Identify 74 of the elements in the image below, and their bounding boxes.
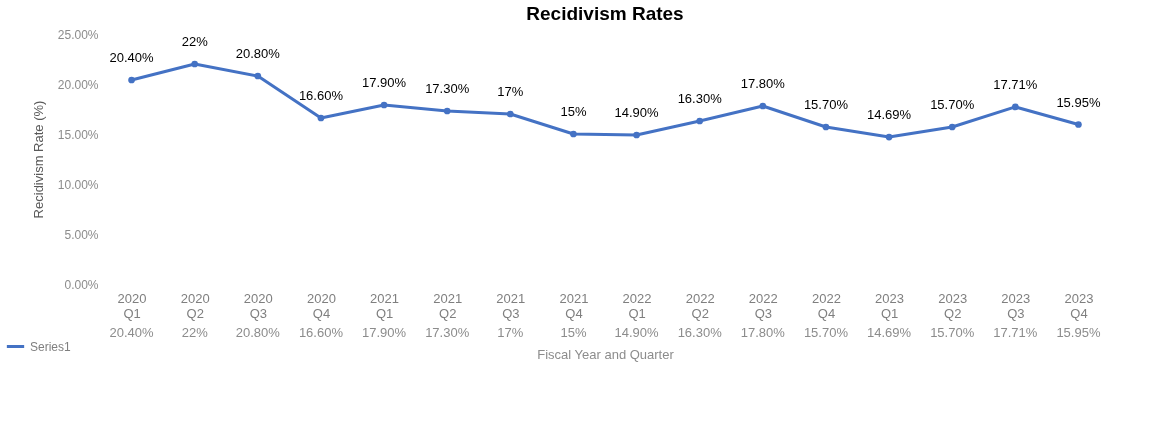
x-tick-label: 2021 Q2 xyxy=(433,290,463,321)
text: 14.69% xyxy=(867,107,912,123)
x-tick-label: 2023 Q3 xyxy=(1001,290,1031,321)
point xyxy=(443,107,451,115)
data-label: 15.95% xyxy=(1056,325,1101,340)
data-label: 14.69% xyxy=(867,325,912,340)
point xyxy=(885,133,893,141)
chart-title: Recidivism Rates xyxy=(526,3,684,24)
y-tick-label: 5.00% xyxy=(64,227,99,242)
data-label: 15.70% xyxy=(803,325,849,340)
x-tick-label: 2022 Q1 xyxy=(622,290,652,321)
x-tick-label: 2023 Q2 xyxy=(938,290,968,321)
data-label: 15.70% xyxy=(930,325,975,340)
text: 16.30% xyxy=(677,91,722,106)
point xyxy=(570,130,577,138)
text: 16.60% xyxy=(298,88,343,103)
text: 17% xyxy=(497,84,524,99)
data-label: 16.60% xyxy=(298,325,344,340)
x-tick-label: 2020 Q2 xyxy=(180,290,210,321)
data-label: 20.40% xyxy=(109,325,155,340)
legend-label: Series1 xyxy=(30,339,72,354)
text: 15.70% xyxy=(803,97,848,112)
y-tick-label: 10.00% xyxy=(57,177,99,192)
data-label: 17.71% xyxy=(993,325,1038,340)
point xyxy=(380,101,388,109)
point xyxy=(696,117,704,125)
y-axis-title: Recidivism Rate (%) xyxy=(30,100,46,219)
x-tick-label: 2021 Q1 xyxy=(370,290,400,321)
data-label: 22% xyxy=(181,325,209,340)
y-tick-label: 15.00% xyxy=(57,127,99,142)
point xyxy=(948,123,956,131)
data-label: 17% xyxy=(497,325,524,340)
text: 20.80% xyxy=(235,46,280,61)
point xyxy=(822,123,830,131)
text: 20.40% xyxy=(109,50,154,65)
text: 17.90% xyxy=(362,75,407,90)
data-label: 14.90% xyxy=(614,325,660,340)
x-axis-title: Fiscal Year and Quarter xyxy=(537,346,675,362)
text: 15.95% xyxy=(1056,94,1101,110)
point xyxy=(506,110,514,118)
data-label: 17.30% xyxy=(425,325,470,340)
x-tick-label: 2022 Q2 xyxy=(685,290,715,321)
x-tick-label: 2020 Q4 xyxy=(306,290,336,321)
text: 15% xyxy=(560,104,587,119)
data-label: 17.80% xyxy=(740,325,786,340)
text: 17.30% xyxy=(425,81,470,96)
point xyxy=(1075,121,1082,128)
y-tick-label: 25.00% xyxy=(57,27,99,42)
x-tick-label: 2020 Q1 xyxy=(117,290,147,321)
x-tick-label: 2021 Q3 xyxy=(496,290,526,321)
x-tick-label: 2020 Q3 xyxy=(243,290,273,321)
y-tick-label: 20.00% xyxy=(57,77,99,92)
x-tick-label: 2021 Q4 xyxy=(559,290,589,321)
data-label: 17.90% xyxy=(362,325,407,340)
point xyxy=(128,76,135,84)
point xyxy=(1011,103,1019,111)
data-label: 20.80% xyxy=(235,325,281,340)
x-tick-label: 2022 Q3 xyxy=(748,290,778,321)
point xyxy=(254,72,262,80)
point xyxy=(759,102,767,110)
point xyxy=(317,114,325,122)
text: 14.90% xyxy=(614,105,659,120)
x-tick-label: 2022 Q4 xyxy=(811,290,841,321)
x-tick-label: 2023 Q4 xyxy=(1064,290,1094,321)
x-tick-label: 2023 Q1 xyxy=(875,290,905,321)
text: 15.70% xyxy=(930,97,975,112)
y-tick-label: 0.00% xyxy=(64,277,99,292)
point xyxy=(191,60,199,68)
point xyxy=(633,131,640,139)
text: 22% xyxy=(181,34,208,49)
text: 17.80% xyxy=(740,76,785,91)
data-label: 16.30% xyxy=(677,325,723,340)
text: 17.71% xyxy=(993,76,1038,92)
data-label: 15% xyxy=(560,325,587,340)
